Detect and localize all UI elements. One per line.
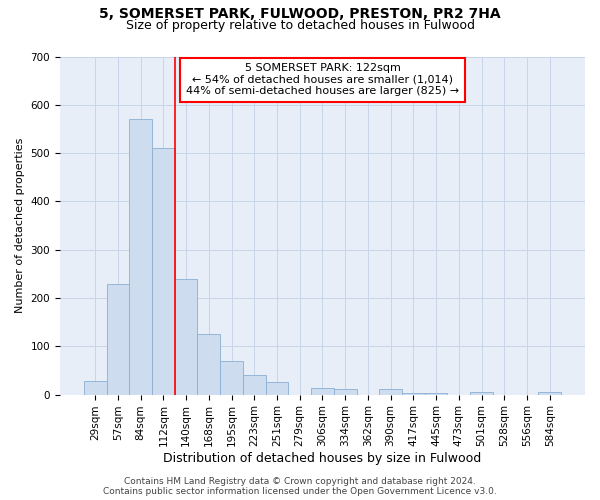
- Bar: [243, 376, 266, 394]
- Bar: [470, 392, 493, 394]
- Text: Contains HM Land Registry data © Crown copyright and database right 2024.
Contai: Contains HM Land Registry data © Crown c…: [103, 476, 497, 496]
- Bar: [197, 334, 220, 394]
- Bar: [266, 382, 289, 394]
- Text: 5, SOMERSET PARK, FULWOOD, PRESTON, PR2 7HA: 5, SOMERSET PARK, FULWOOD, PRESTON, PR2 …: [99, 8, 501, 22]
- Bar: [538, 392, 561, 394]
- Bar: [175, 278, 197, 394]
- Bar: [379, 389, 402, 394]
- Bar: [220, 361, 243, 394]
- Bar: [129, 120, 152, 394]
- Bar: [334, 389, 356, 394]
- Bar: [425, 392, 448, 394]
- Bar: [402, 392, 425, 394]
- Text: 5 SOMERSET PARK: 122sqm
← 54% of detached houses are smaller (1,014)
44% of semi: 5 SOMERSET PARK: 122sqm ← 54% of detache…: [186, 64, 459, 96]
- Bar: [84, 381, 107, 394]
- Bar: [311, 388, 334, 394]
- Text: Size of property relative to detached houses in Fulwood: Size of property relative to detached ho…: [125, 19, 475, 32]
- Y-axis label: Number of detached properties: Number of detached properties: [15, 138, 25, 313]
- Bar: [152, 148, 175, 394]
- Bar: [107, 284, 129, 395]
- X-axis label: Distribution of detached houses by size in Fulwood: Distribution of detached houses by size …: [163, 452, 482, 465]
